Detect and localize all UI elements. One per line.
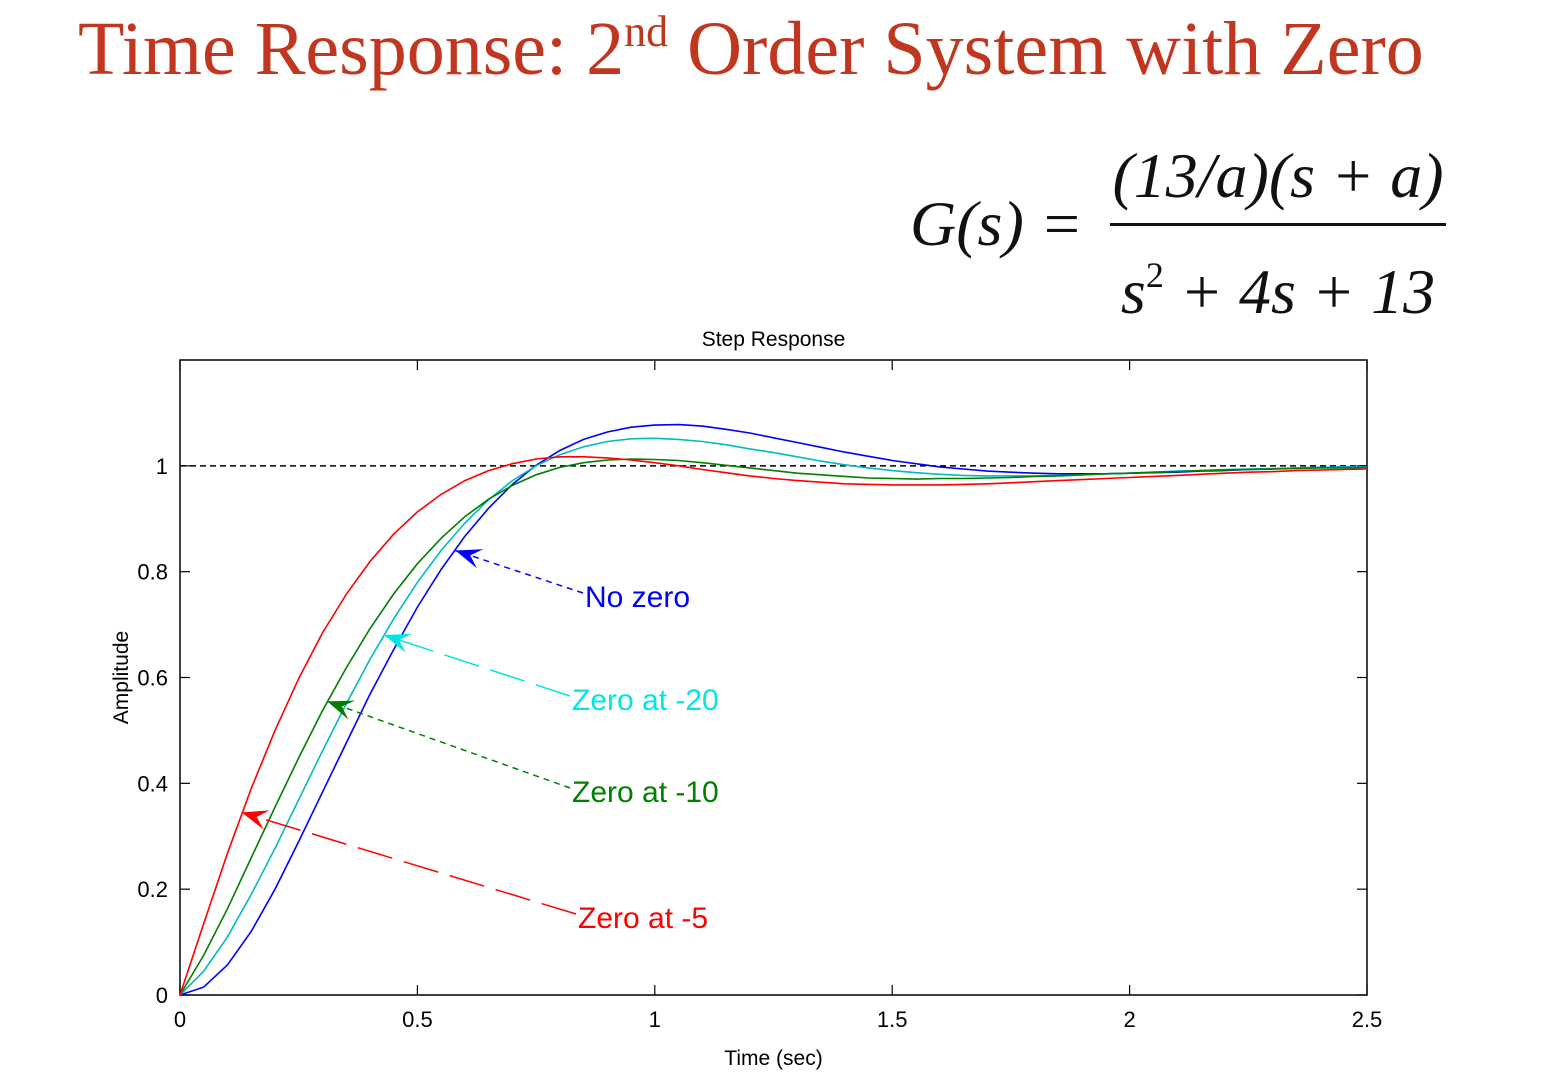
annotation-arrow-line xyxy=(326,700,571,789)
plot-frame xyxy=(179,359,1368,996)
series-line-zero-at-5 xyxy=(179,455,1368,996)
annotation-arrowhead xyxy=(241,810,270,830)
annotation-arrowhead xyxy=(384,633,412,653)
annotation-arrowhead xyxy=(455,549,484,569)
x-tick-label: 2.5 xyxy=(1352,1007,1383,1032)
annotation-arrowhead xyxy=(327,700,356,720)
fraction-bar xyxy=(1110,223,1446,226)
annotation-label: Zero at -10 xyxy=(572,776,719,809)
annotation-arrow-line xyxy=(383,634,571,697)
series-lines xyxy=(179,423,1368,996)
title-main: Time Response: 2 xyxy=(78,7,625,91)
x-tick-label: 1.5 xyxy=(877,1007,908,1032)
annotations: No zero Zero at -20 Zero at -10 Zero at -5 xyxy=(241,549,719,935)
x-tick-label: 2 xyxy=(1123,1007,1135,1032)
formula-numerator: (13/a)(s + a) xyxy=(1112,140,1444,211)
title-rest: Order System with Zero xyxy=(668,7,1424,91)
slide-title: Time Response: 2nd Order System with Zer… xyxy=(78,7,1424,92)
series-line-zero-at-20 xyxy=(179,437,1367,996)
formula-den-s: s xyxy=(1120,256,1146,327)
y-tick-label: 0.4 xyxy=(137,771,168,796)
annotation-label: No zero xyxy=(585,581,690,614)
x-axis-label: Time (sec) xyxy=(724,1047,822,1070)
axes: 0 0.5 1 1.5 2 2.5 0 0.2 0.4 0.6 0.8 1 xyxy=(137,359,1383,1032)
y-tick-label: 0.2 xyxy=(137,877,168,902)
chart-title: Step Response xyxy=(702,328,846,351)
annotation-arrow-line xyxy=(241,811,577,915)
y-tick-label: 0.6 xyxy=(137,666,168,691)
series-line-no-zero xyxy=(179,423,1368,996)
formula-denominator: s2 + 4s + 13 xyxy=(1110,234,1446,327)
series-line-zero-at-10 xyxy=(179,458,1368,996)
y-axis-label: Amplitude xyxy=(110,631,133,724)
y-tick-label: 1 xyxy=(156,454,168,479)
y-tick-label: 0.8 xyxy=(137,560,168,585)
formula-den-rest: + 4s + 13 xyxy=(1163,256,1436,327)
title-superscript: nd xyxy=(624,7,669,56)
annotation-label: Zero at -20 xyxy=(572,684,719,717)
x-tick-label: 0.5 xyxy=(402,1007,433,1032)
formula-den-exponent: 2 xyxy=(1145,255,1164,295)
y-tick-label: 0 xyxy=(156,983,168,1008)
annotation-arrow-line xyxy=(455,549,584,594)
formula-lhs: G(s) = xyxy=(910,188,1083,259)
x-tick-label: 0 xyxy=(174,1007,186,1032)
annotation-label: Zero at -5 xyxy=(578,902,708,935)
x-tick-label: 1 xyxy=(649,1007,661,1032)
formula-fraction: (13/a)(s + a) s2 + 4s + 13 xyxy=(1110,135,1446,327)
